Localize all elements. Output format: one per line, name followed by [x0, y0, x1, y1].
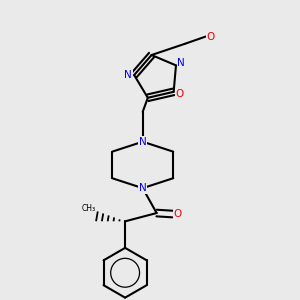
- Text: CH₃: CH₃: [81, 204, 95, 213]
- Text: N: N: [177, 58, 185, 68]
- Text: O: O: [173, 209, 182, 219]
- Text: N: N: [139, 137, 147, 147]
- Text: O: O: [206, 32, 214, 41]
- Text: O: O: [176, 89, 184, 100]
- Text: N: N: [139, 183, 147, 193]
- Text: N: N: [124, 70, 132, 80]
